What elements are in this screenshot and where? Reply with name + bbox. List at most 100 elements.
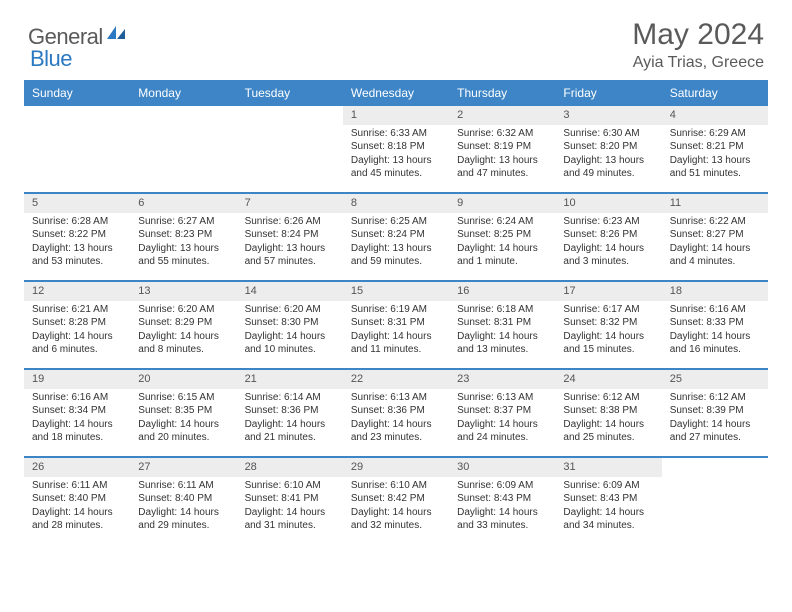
sunset-line: Sunset: 8:30 PM bbox=[245, 316, 339, 330]
weekday-header: Wednesday bbox=[343, 80, 449, 106]
week-row: 19Sunrise: 6:16 AMSunset: 8:34 PMDayligh… bbox=[24, 368, 768, 456]
weeks-container: 1Sunrise: 6:33 AMSunset: 8:18 PMDaylight… bbox=[24, 106, 768, 544]
day-body: Sunrise: 6:28 AMSunset: 8:22 PMDaylight:… bbox=[24, 213, 130, 271]
day-body: Sunrise: 6:33 AMSunset: 8:18 PMDaylight:… bbox=[343, 125, 449, 183]
daylight-line: Daylight: 14 hours and 23 minutes. bbox=[351, 418, 445, 445]
sunrise-line: Sunrise: 6:28 AM bbox=[32, 215, 126, 229]
sunrise-line: Sunrise: 6:23 AM bbox=[563, 215, 657, 229]
day-cell: 10Sunrise: 6:23 AMSunset: 8:26 PMDayligh… bbox=[555, 194, 661, 280]
day-number: 17 bbox=[555, 282, 661, 301]
sunrise-line: Sunrise: 6:15 AM bbox=[138, 391, 232, 405]
day-cell: 26Sunrise: 6:11 AMSunset: 8:40 PMDayligh… bbox=[24, 458, 130, 544]
day-cell: 17Sunrise: 6:17 AMSunset: 8:32 PMDayligh… bbox=[555, 282, 661, 368]
day-cell: 3Sunrise: 6:30 AMSunset: 8:20 PMDaylight… bbox=[555, 106, 661, 192]
day-number-empty bbox=[237, 106, 343, 123]
sunrise-line: Sunrise: 6:11 AM bbox=[138, 479, 232, 493]
day-number: 26 bbox=[24, 458, 130, 477]
sunset-line: Sunset: 8:43 PM bbox=[457, 492, 551, 506]
day-number: 7 bbox=[237, 194, 343, 213]
day-cell: 23Sunrise: 6:13 AMSunset: 8:37 PMDayligh… bbox=[449, 370, 555, 456]
daylight-line: Daylight: 14 hours and 25 minutes. bbox=[563, 418, 657, 445]
sunrise-line: Sunrise: 6:33 AM bbox=[351, 127, 445, 141]
daylight-line: Daylight: 13 hours and 45 minutes. bbox=[351, 154, 445, 181]
day-cell: 21Sunrise: 6:14 AMSunset: 8:36 PMDayligh… bbox=[237, 370, 343, 456]
day-number: 16 bbox=[449, 282, 555, 301]
daylight-line: Daylight: 14 hours and 15 minutes. bbox=[563, 330, 657, 357]
sunset-line: Sunset: 8:24 PM bbox=[245, 228, 339, 242]
weekday-header: Friday bbox=[555, 80, 661, 106]
sunset-line: Sunset: 8:22 PM bbox=[32, 228, 126, 242]
daylight-line: Daylight: 14 hours and 29 minutes. bbox=[138, 506, 232, 533]
sunset-line: Sunset: 8:36 PM bbox=[351, 404, 445, 418]
day-cell: 4Sunrise: 6:29 AMSunset: 8:21 PMDaylight… bbox=[662, 106, 768, 192]
sunset-line: Sunset: 8:43 PM bbox=[563, 492, 657, 506]
day-cell: 8Sunrise: 6:25 AMSunset: 8:24 PMDaylight… bbox=[343, 194, 449, 280]
sunset-line: Sunset: 8:31 PM bbox=[457, 316, 551, 330]
day-body: Sunrise: 6:12 AMSunset: 8:39 PMDaylight:… bbox=[662, 389, 768, 447]
sunrise-line: Sunrise: 6:22 AM bbox=[670, 215, 764, 229]
day-number: 15 bbox=[343, 282, 449, 301]
daylight-line: Daylight: 14 hours and 16 minutes. bbox=[670, 330, 764, 357]
day-number: 3 bbox=[555, 106, 661, 125]
location-label: Ayia Trias, Greece bbox=[632, 54, 764, 72]
day-cell bbox=[237, 106, 343, 192]
weekday-header: Sunday bbox=[24, 80, 130, 106]
weekday-header: Monday bbox=[130, 80, 236, 106]
sunrise-line: Sunrise: 6:29 AM bbox=[670, 127, 764, 141]
sunset-line: Sunset: 8:27 PM bbox=[670, 228, 764, 242]
day-number: 13 bbox=[130, 282, 236, 301]
day-cell: 30Sunrise: 6:09 AMSunset: 8:43 PMDayligh… bbox=[449, 458, 555, 544]
week-row: 1Sunrise: 6:33 AMSunset: 8:18 PMDaylight… bbox=[24, 106, 768, 192]
day-number: 8 bbox=[343, 194, 449, 213]
daylight-line: Daylight: 13 hours and 51 minutes. bbox=[670, 154, 764, 181]
daylight-line: Daylight: 13 hours and 53 minutes. bbox=[32, 242, 126, 269]
day-number: 20 bbox=[130, 370, 236, 389]
day-cell: 29Sunrise: 6:10 AMSunset: 8:42 PMDayligh… bbox=[343, 458, 449, 544]
day-body: Sunrise: 6:26 AMSunset: 8:24 PMDaylight:… bbox=[237, 213, 343, 271]
day-body: Sunrise: 6:13 AMSunset: 8:36 PMDaylight:… bbox=[343, 389, 449, 447]
sunset-line: Sunset: 8:34 PM bbox=[32, 404, 126, 418]
day-body: Sunrise: 6:30 AMSunset: 8:20 PMDaylight:… bbox=[555, 125, 661, 183]
sunset-line: Sunset: 8:29 PM bbox=[138, 316, 232, 330]
sunrise-line: Sunrise: 6:10 AM bbox=[351, 479, 445, 493]
day-number: 22 bbox=[343, 370, 449, 389]
day-body: Sunrise: 6:19 AMSunset: 8:31 PMDaylight:… bbox=[343, 301, 449, 359]
sunrise-line: Sunrise: 6:09 AM bbox=[457, 479, 551, 493]
sunset-line: Sunset: 8:32 PM bbox=[563, 316, 657, 330]
sunrise-line: Sunrise: 6:30 AM bbox=[563, 127, 657, 141]
daylight-line: Daylight: 13 hours and 47 minutes. bbox=[457, 154, 551, 181]
sunset-line: Sunset: 8:23 PM bbox=[138, 228, 232, 242]
page-header: General May 2024 Ayia Trias, Greece bbox=[0, 0, 792, 80]
daylight-line: Daylight: 14 hours and 33 minutes. bbox=[457, 506, 551, 533]
day-cell: 16Sunrise: 6:18 AMSunset: 8:31 PMDayligh… bbox=[449, 282, 555, 368]
sunrise-line: Sunrise: 6:21 AM bbox=[32, 303, 126, 317]
day-cell: 2Sunrise: 6:32 AMSunset: 8:19 PMDaylight… bbox=[449, 106, 555, 192]
daylight-line: Daylight: 13 hours and 49 minutes. bbox=[563, 154, 657, 181]
sunrise-line: Sunrise: 6:13 AM bbox=[351, 391, 445, 405]
day-body: Sunrise: 6:29 AMSunset: 8:21 PMDaylight:… bbox=[662, 125, 768, 183]
sunset-line: Sunset: 8:39 PM bbox=[670, 404, 764, 418]
day-cell bbox=[130, 106, 236, 192]
daylight-line: Daylight: 14 hours and 8 minutes. bbox=[138, 330, 232, 357]
daylight-line: Daylight: 14 hours and 11 minutes. bbox=[351, 330, 445, 357]
week-row: 12Sunrise: 6:21 AMSunset: 8:28 PMDayligh… bbox=[24, 280, 768, 368]
day-body: Sunrise: 6:21 AMSunset: 8:28 PMDaylight:… bbox=[24, 301, 130, 359]
day-number: 27 bbox=[130, 458, 236, 477]
sunrise-line: Sunrise: 6:32 AM bbox=[457, 127, 551, 141]
week-row: 26Sunrise: 6:11 AMSunset: 8:40 PMDayligh… bbox=[24, 456, 768, 544]
sunrise-line: Sunrise: 6:25 AM bbox=[351, 215, 445, 229]
day-body: Sunrise: 6:27 AMSunset: 8:23 PMDaylight:… bbox=[130, 213, 236, 271]
day-number: 19 bbox=[24, 370, 130, 389]
daylight-line: Daylight: 14 hours and 20 minutes. bbox=[138, 418, 232, 445]
day-cell: 14Sunrise: 6:20 AMSunset: 8:30 PMDayligh… bbox=[237, 282, 343, 368]
daylight-line: Daylight: 14 hours and 6 minutes. bbox=[32, 330, 126, 357]
sunrise-line: Sunrise: 6:19 AM bbox=[351, 303, 445, 317]
day-cell: 20Sunrise: 6:15 AMSunset: 8:35 PMDayligh… bbox=[130, 370, 236, 456]
weekday-header-row: SundayMondayTuesdayWednesdayThursdayFrid… bbox=[24, 80, 768, 106]
sunset-line: Sunset: 8:36 PM bbox=[245, 404, 339, 418]
sunset-line: Sunset: 8:24 PM bbox=[351, 228, 445, 242]
sunset-line: Sunset: 8:25 PM bbox=[457, 228, 551, 242]
daylight-line: Daylight: 14 hours and 24 minutes. bbox=[457, 418, 551, 445]
sunset-line: Sunset: 8:37 PM bbox=[457, 404, 551, 418]
day-number: 24 bbox=[555, 370, 661, 389]
